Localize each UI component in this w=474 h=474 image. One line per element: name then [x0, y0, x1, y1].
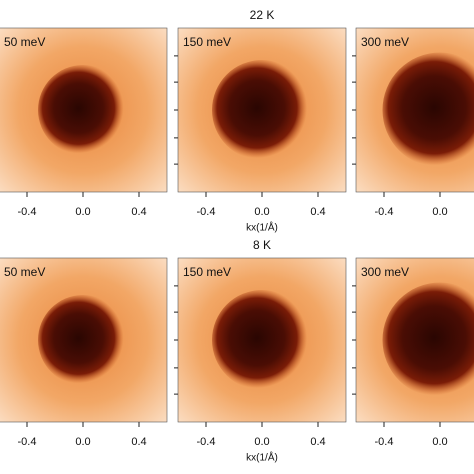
x-tick-label: 0.0 — [254, 206, 269, 218]
row-title: 22 K — [250, 8, 275, 22]
x-tick-label: -0.4 — [18, 436, 37, 448]
x-tick-label: 0.0 — [432, 206, 447, 218]
x-tick-label: 0.0 — [75, 436, 90, 448]
panel-label: 300 meV — [361, 265, 409, 279]
intensity-disk — [38, 295, 128, 385]
x-tick-label: -0.4 — [197, 436, 216, 448]
intensity-disk — [38, 65, 128, 155]
x-tick-label: 0.4 — [131, 436, 146, 448]
x-axis-label: kx(1/Å) — [246, 451, 278, 464]
panel-label: 50 meV — [4, 35, 45, 49]
x-tick-label: 0.0 — [254, 436, 269, 448]
panel-label: 150 meV — [183, 265, 231, 279]
x-tick-label: 0.0 — [432, 436, 447, 448]
row-title: 8 K — [253, 238, 271, 252]
x-tick-label: -0.4 — [375, 206, 394, 218]
panel-label: 50 meV — [4, 265, 45, 279]
intensity-disk — [212, 290, 312, 390]
intensity-disk — [382, 52, 474, 168]
intensity-disk — [212, 60, 312, 160]
panel-label: 300 meV — [361, 35, 409, 49]
x-tick-label: 0.4 — [131, 206, 146, 218]
x-tick-label: -0.4 — [18, 206, 37, 218]
panel-label: 150 meV — [183, 35, 231, 49]
x-tick-label: -0.4 — [375, 436, 394, 448]
intensity-disk — [382, 282, 474, 398]
x-tick-label: -0.4 — [197, 206, 216, 218]
x-axis-label: kx(1/Å) — [246, 221, 278, 234]
x-tick-label: 0.4 — [310, 436, 325, 448]
x-tick-label: 0.4 — [310, 206, 325, 218]
x-tick-label: 0.0 — [75, 206, 90, 218]
